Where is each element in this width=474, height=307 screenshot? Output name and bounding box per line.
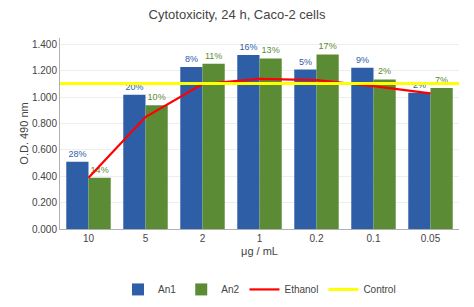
svg-text:0.400: 0.400	[32, 171, 57, 182]
svg-text:An2: An2	[221, 284, 239, 295]
svg-text:7%: 7%	[435, 75, 448, 85]
svg-text:16%: 16%	[239, 42, 257, 52]
svg-text:0.600: 0.600	[32, 144, 57, 155]
svg-text:Cytotoxicity, 24 h, Caco-2 cel: Cytotoxicity, 24 h, Caco-2 cells	[149, 7, 326, 22]
svg-text:Ethanol: Ethanol	[284, 284, 318, 295]
svg-text:5: 5	[143, 233, 149, 244]
svg-text:17%: 17%	[319, 41, 337, 51]
svg-text:Control: Control	[363, 284, 395, 295]
svg-text:0.05: 0.05	[421, 233, 441, 244]
svg-text:μg / mL: μg / mL	[241, 245, 278, 257]
svg-text:An1: An1	[158, 284, 176, 295]
svg-text:O.D. 490 nm: O.D. 490 nm	[18, 102, 30, 164]
svg-text:5%: 5%	[299, 57, 312, 67]
svg-text:0.000: 0.000	[32, 224, 57, 235]
svg-text:14%: 14%	[91, 165, 109, 175]
svg-text:28%: 28%	[68, 149, 86, 159]
svg-text:1.400: 1.400	[32, 39, 57, 50]
svg-text:0.2: 0.2	[310, 233, 324, 244]
svg-text:1.000: 1.000	[32, 92, 57, 103]
svg-text:10%: 10%	[148, 92, 166, 102]
svg-text:8%: 8%	[185, 54, 198, 64]
svg-text:2: 2	[200, 233, 206, 244]
svg-text:9%: 9%	[356, 55, 369, 65]
svg-text:0.200: 0.200	[32, 197, 57, 208]
svg-text:10: 10	[83, 233, 95, 244]
svg-text:0.1: 0.1	[367, 233, 381, 244]
svg-text:2%: 2%	[378, 66, 391, 76]
svg-text:1.200: 1.200	[32, 65, 57, 76]
svg-text:13%: 13%	[262, 45, 280, 55]
svg-text:20%: 20%	[125, 82, 143, 92]
svg-text:1: 1	[257, 233, 263, 244]
svg-text:2%: 2%	[413, 80, 426, 90]
svg-text:11%: 11%	[205, 51, 222, 61]
svg-text:0.800: 0.800	[32, 118, 57, 129]
